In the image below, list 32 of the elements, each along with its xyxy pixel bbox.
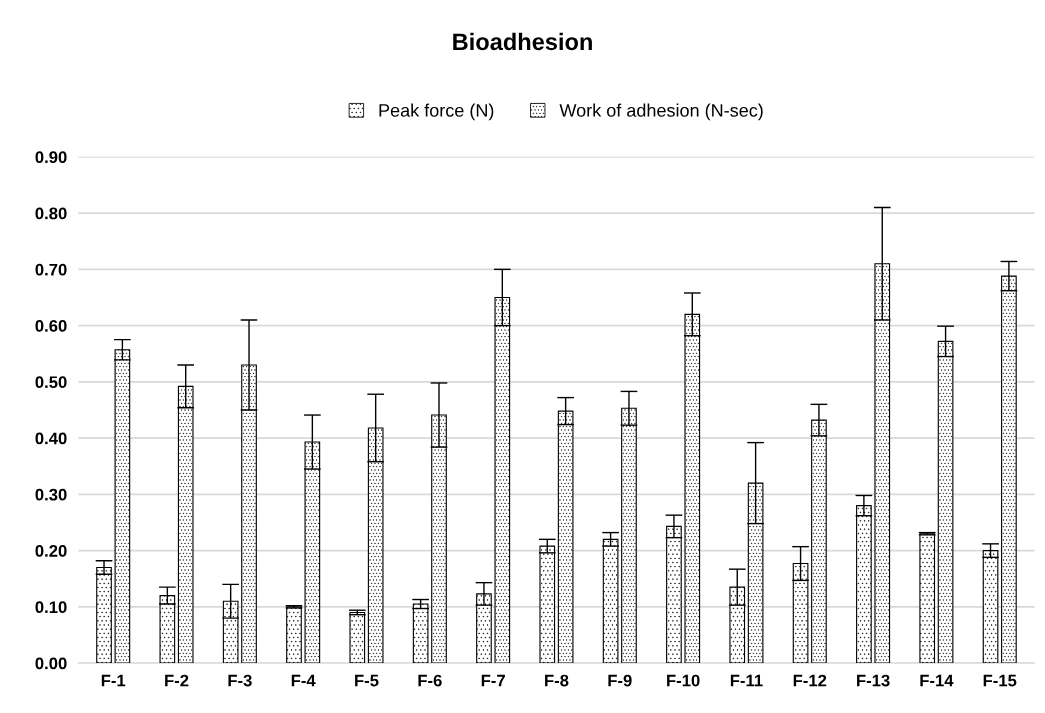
y-tick-label: 0.20 [35, 545, 67, 557]
x-tick-label: F-14 [920, 674, 954, 687]
y-tick-label: 0.00 [35, 657, 67, 670]
x-tick-label: F-12 [793, 674, 827, 687]
x-tick-label: F-4 [291, 674, 316, 687]
bar [412, 603, 429, 664]
legend-label: Peak force (N) [379, 103, 494, 121]
legend-label: Work of adhesion (N-sec) [559, 103, 763, 121]
x-tick-label: F-8 [545, 674, 569, 687]
x-tick-label: F-9 [608, 674, 632, 687]
x-tick-label: F-13 [857, 674, 890, 687]
y-tick-label: 0.90 [35, 151, 67, 164]
x-tick-label: F-11 [730, 674, 763, 687]
x-tick-label: F-5 [355, 674, 379, 687]
x-tick-label: F-1 [101, 674, 126, 687]
y-tick-label: 0.70 [35, 263, 67, 276]
x-tick-label: F-7 [481, 674, 505, 687]
y-tick-label: 0.80 [35, 207, 67, 220]
x-tick-label: F-6 [418, 674, 442, 687]
y-tick-label: 0.10 [35, 601, 67, 614]
x-tick-label: F-3 [228, 674, 252, 687]
chart-title: Bioadhesion [453, 32, 592, 51]
y-tick-label: 0.50 [35, 376, 67, 389]
y-tick-label: 0.30 [35, 488, 67, 501]
bar [286, 606, 302, 664]
y-tick-label: 0.60 [35, 320, 67, 332]
y-tick-label: 0.40 [35, 432, 67, 445]
bar [349, 611, 366, 664]
bar [919, 533, 936, 664]
x-tick-label: F-15 [983, 674, 1017, 687]
x-tick-label: F-10 [667, 674, 700, 687]
x-tick-label: F-2 [165, 674, 189, 687]
